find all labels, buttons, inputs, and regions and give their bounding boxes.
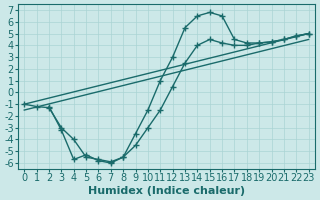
X-axis label: Humidex (Indice chaleur): Humidex (Indice chaleur) [88,186,245,196]
